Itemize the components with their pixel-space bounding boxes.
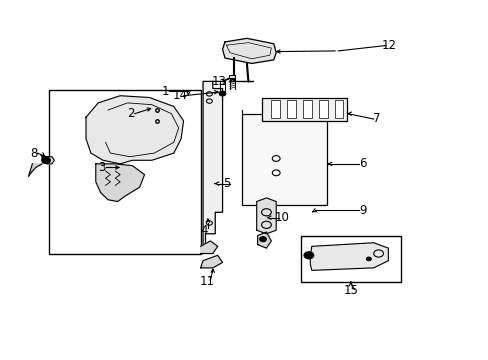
Circle shape <box>221 93 224 95</box>
Polygon shape <box>203 81 222 253</box>
Text: 6: 6 <box>358 157 366 170</box>
Text: 3: 3 <box>98 161 105 174</box>
Bar <box>229 75 235 78</box>
Circle shape <box>366 257 370 261</box>
Bar <box>261 98 346 121</box>
Polygon shape <box>222 39 276 63</box>
Text: 10: 10 <box>274 211 289 224</box>
Bar <box>271 100 280 118</box>
Text: 2: 2 <box>127 107 135 120</box>
Bar <box>300 235 400 282</box>
Text: 4: 4 <box>201 224 208 238</box>
Text: 13: 13 <box>211 75 226 88</box>
Circle shape <box>44 159 48 162</box>
Polygon shape <box>256 198 276 234</box>
Circle shape <box>259 237 266 242</box>
Polygon shape <box>86 96 183 164</box>
Text: 15: 15 <box>343 284 358 297</box>
Polygon shape <box>200 255 222 268</box>
Bar <box>286 100 295 118</box>
Polygon shape <box>200 241 217 253</box>
Text: 8: 8 <box>30 147 38 159</box>
Bar <box>219 81 225 84</box>
Text: 7: 7 <box>373 112 380 125</box>
Polygon shape <box>310 243 387 270</box>
Bar <box>49 90 200 253</box>
Text: 12: 12 <box>381 39 396 52</box>
Text: 1: 1 <box>162 85 169 98</box>
Circle shape <box>304 252 313 259</box>
Polygon shape <box>96 164 144 202</box>
Text: 5: 5 <box>223 177 230 190</box>
Text: 14: 14 <box>172 89 187 102</box>
Circle shape <box>41 157 50 163</box>
Polygon shape <box>28 164 42 176</box>
Circle shape <box>219 91 225 96</box>
Polygon shape <box>42 157 54 164</box>
Polygon shape <box>257 232 271 248</box>
Bar <box>242 114 327 205</box>
Bar <box>303 100 311 118</box>
Text: 9: 9 <box>358 204 366 217</box>
Text: 11: 11 <box>199 275 214 288</box>
Bar <box>334 100 343 118</box>
Bar <box>318 100 327 118</box>
